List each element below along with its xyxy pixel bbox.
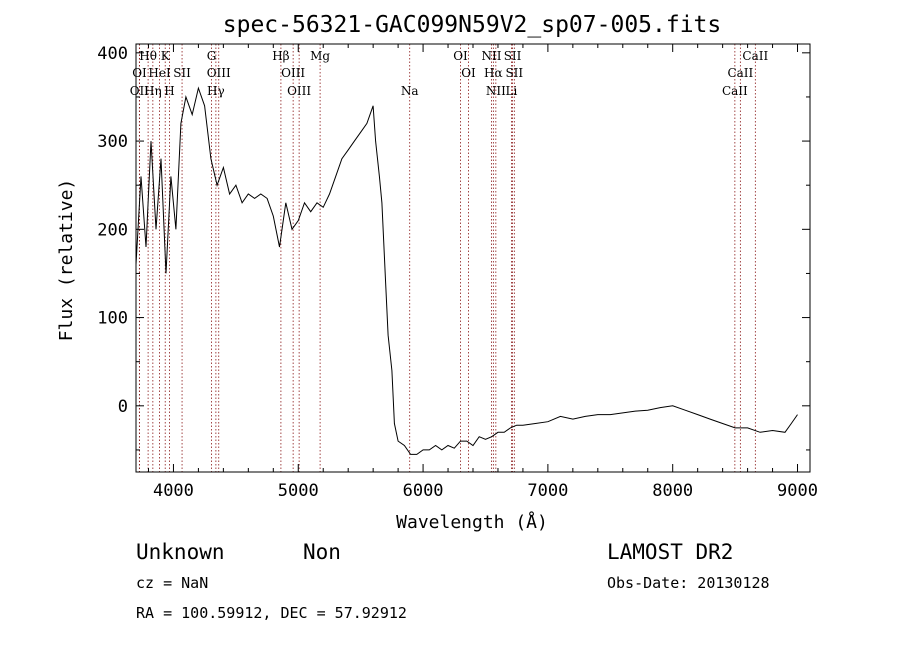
survey-name: LAMOST DR2 bbox=[607, 540, 733, 564]
spectral-line-label: G bbox=[207, 49, 217, 63]
spectral-line-label: Li bbox=[506, 84, 518, 98]
x-tick-label: 9000 bbox=[777, 481, 818, 501]
spectral-line-label: CaII bbox=[742, 49, 768, 63]
object-subclass: Non bbox=[303, 540, 341, 564]
spectral-line-label: OI bbox=[453, 49, 468, 63]
spectral-line-label: Hβ bbox=[272, 49, 289, 63]
spectral-line-label: NII bbox=[481, 49, 501, 63]
spectral-line-label: SII bbox=[504, 49, 522, 63]
coordinates-text: RA = 100.59912, DEC = 57.92912 bbox=[136, 604, 407, 622]
spectral-line-label: K bbox=[161, 49, 171, 63]
spectral-line-label: Na bbox=[401, 84, 419, 98]
spectral-line-markers bbox=[138, 44, 756, 472]
spectral-line-label: Hγ bbox=[207, 84, 225, 98]
x-axis-label: Wavelength (Å) bbox=[396, 511, 548, 533]
spectral-line-label: OIII bbox=[207, 66, 231, 80]
y-tick-label: 0 bbox=[118, 397, 128, 417]
x-tick-label: 4000 bbox=[153, 481, 194, 501]
y-tick-label: 200 bbox=[97, 220, 128, 240]
y-tick-label: 400 bbox=[97, 44, 128, 64]
spectral-line-label: OIII bbox=[287, 84, 311, 98]
x-tick-label: 8000 bbox=[652, 481, 693, 501]
spectral-line-label: SII bbox=[505, 66, 523, 80]
x-axis-ticks: 4000 5000 6000 7000 8000 9000 bbox=[147, 44, 818, 501]
spectral-line-label: Hη bbox=[144, 84, 162, 98]
redshift-text: cz = NaN bbox=[136, 574, 208, 592]
spectral-line-label: Hθ bbox=[139, 49, 157, 63]
chart-title: spec-56321-GAC099N59V2_sp07-005.fits bbox=[223, 12, 722, 38]
spectral-line-label: HeI bbox=[148, 66, 171, 80]
y-axis-label: Flux (relative) bbox=[56, 179, 77, 342]
spectral-line-label: Hα bbox=[484, 66, 503, 80]
spectral-line-label: Mg bbox=[310, 49, 330, 63]
spectral-line-label: CaII bbox=[727, 66, 753, 80]
y-axis-ticks: 0 100 200 300 400 bbox=[97, 44, 810, 451]
spectral-line-label: NII bbox=[486, 84, 506, 98]
x-tick-label: 6000 bbox=[403, 481, 444, 501]
spectral-line-label: OIII bbox=[281, 66, 305, 80]
plot-frame bbox=[135, 43, 811, 473]
spectral-line-label: OI bbox=[461, 66, 476, 80]
y-tick-label: 300 bbox=[97, 132, 128, 152]
obs-date-text: Obs-Date: 20130128 bbox=[607, 574, 770, 592]
x-tick-label: 7000 bbox=[527, 481, 568, 501]
spectral-line-label: OI bbox=[132, 66, 147, 80]
y-tick-label: 100 bbox=[97, 309, 128, 329]
object-class: Unknown bbox=[136, 540, 225, 564]
spectral-line-label: CaII bbox=[722, 84, 748, 98]
spectral-line-label: SII bbox=[173, 66, 191, 80]
spectral-line-label: H bbox=[164, 84, 174, 98]
x-tick-label: 5000 bbox=[278, 481, 319, 501]
spectrum-series-line bbox=[135, 86, 798, 455]
spectral-line-label: OII bbox=[130, 84, 150, 98]
